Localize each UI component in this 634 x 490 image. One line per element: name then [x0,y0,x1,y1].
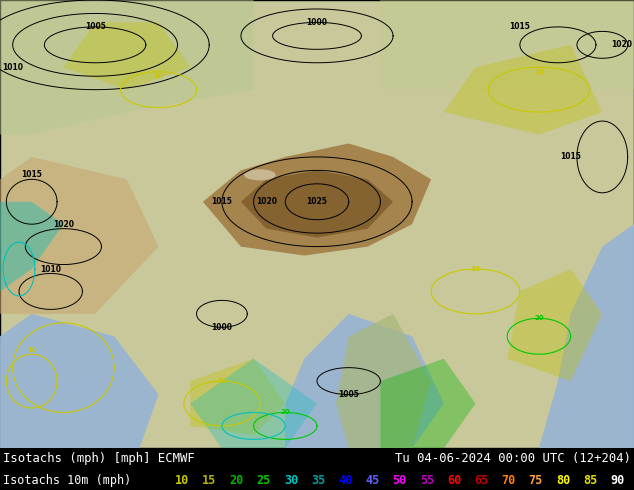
Ellipse shape [244,169,276,180]
Polygon shape [0,157,158,314]
Text: 10: 10 [27,347,37,353]
Text: 20: 20 [230,473,243,487]
Text: 1015: 1015 [212,197,232,206]
Text: 10: 10 [175,473,190,487]
Text: 1025: 1025 [307,197,327,206]
Polygon shape [539,224,634,448]
Text: 20: 20 [280,410,290,416]
FancyBboxPatch shape [0,0,634,448]
Text: 1015: 1015 [22,171,42,179]
Text: 75: 75 [529,473,543,487]
Text: 85: 85 [583,473,597,487]
Text: 25: 25 [257,473,271,487]
Polygon shape [190,359,285,435]
Text: 1015: 1015 [510,23,530,31]
Polygon shape [336,314,431,448]
Text: 1000: 1000 [211,323,233,332]
Polygon shape [380,359,476,448]
Text: Isotachs 10m (mph): Isotachs 10m (mph) [3,473,131,487]
Polygon shape [0,202,63,292]
Text: 65: 65 [474,473,488,487]
Polygon shape [63,23,190,90]
Text: 55: 55 [420,473,434,487]
Text: 1010: 1010 [2,63,23,72]
Text: 20: 20 [534,316,544,321]
Text: 10: 10 [534,69,544,75]
Text: Isotachs (mph) [mph] ECMWF: Isotachs (mph) [mph] ECMWF [3,452,195,465]
Text: 50: 50 [392,473,407,487]
Text: 40: 40 [338,473,353,487]
Text: 1020: 1020 [53,220,74,229]
Polygon shape [507,269,602,381]
Text: 10: 10 [153,73,164,79]
Text: 1005: 1005 [85,23,105,31]
Text: 30: 30 [284,473,298,487]
Polygon shape [380,0,634,90]
Polygon shape [203,144,431,256]
Polygon shape [285,314,444,448]
Text: 1005: 1005 [339,390,359,399]
Polygon shape [0,0,254,135]
Text: Tu 04-06-2024 00:00 UTC (12+204): Tu 04-06-2024 00:00 UTC (12+204) [395,452,631,465]
Polygon shape [0,314,158,448]
Text: 70: 70 [501,473,515,487]
Text: 1020: 1020 [256,197,277,206]
Text: 90: 90 [610,473,624,487]
Text: 15: 15 [202,473,216,487]
Text: 10: 10 [217,378,227,384]
Text: 1000: 1000 [306,18,328,27]
Text: 10: 10 [470,266,481,272]
Text: 60: 60 [447,473,462,487]
Text: 1020: 1020 [611,40,632,49]
Text: 80: 80 [556,473,570,487]
Text: 1010: 1010 [40,265,61,273]
Polygon shape [241,171,393,238]
Polygon shape [444,45,602,135]
Polygon shape [190,359,317,448]
Text: 35: 35 [311,473,325,487]
Text: 1015: 1015 [560,152,581,161]
Text: 45: 45 [365,473,380,487]
